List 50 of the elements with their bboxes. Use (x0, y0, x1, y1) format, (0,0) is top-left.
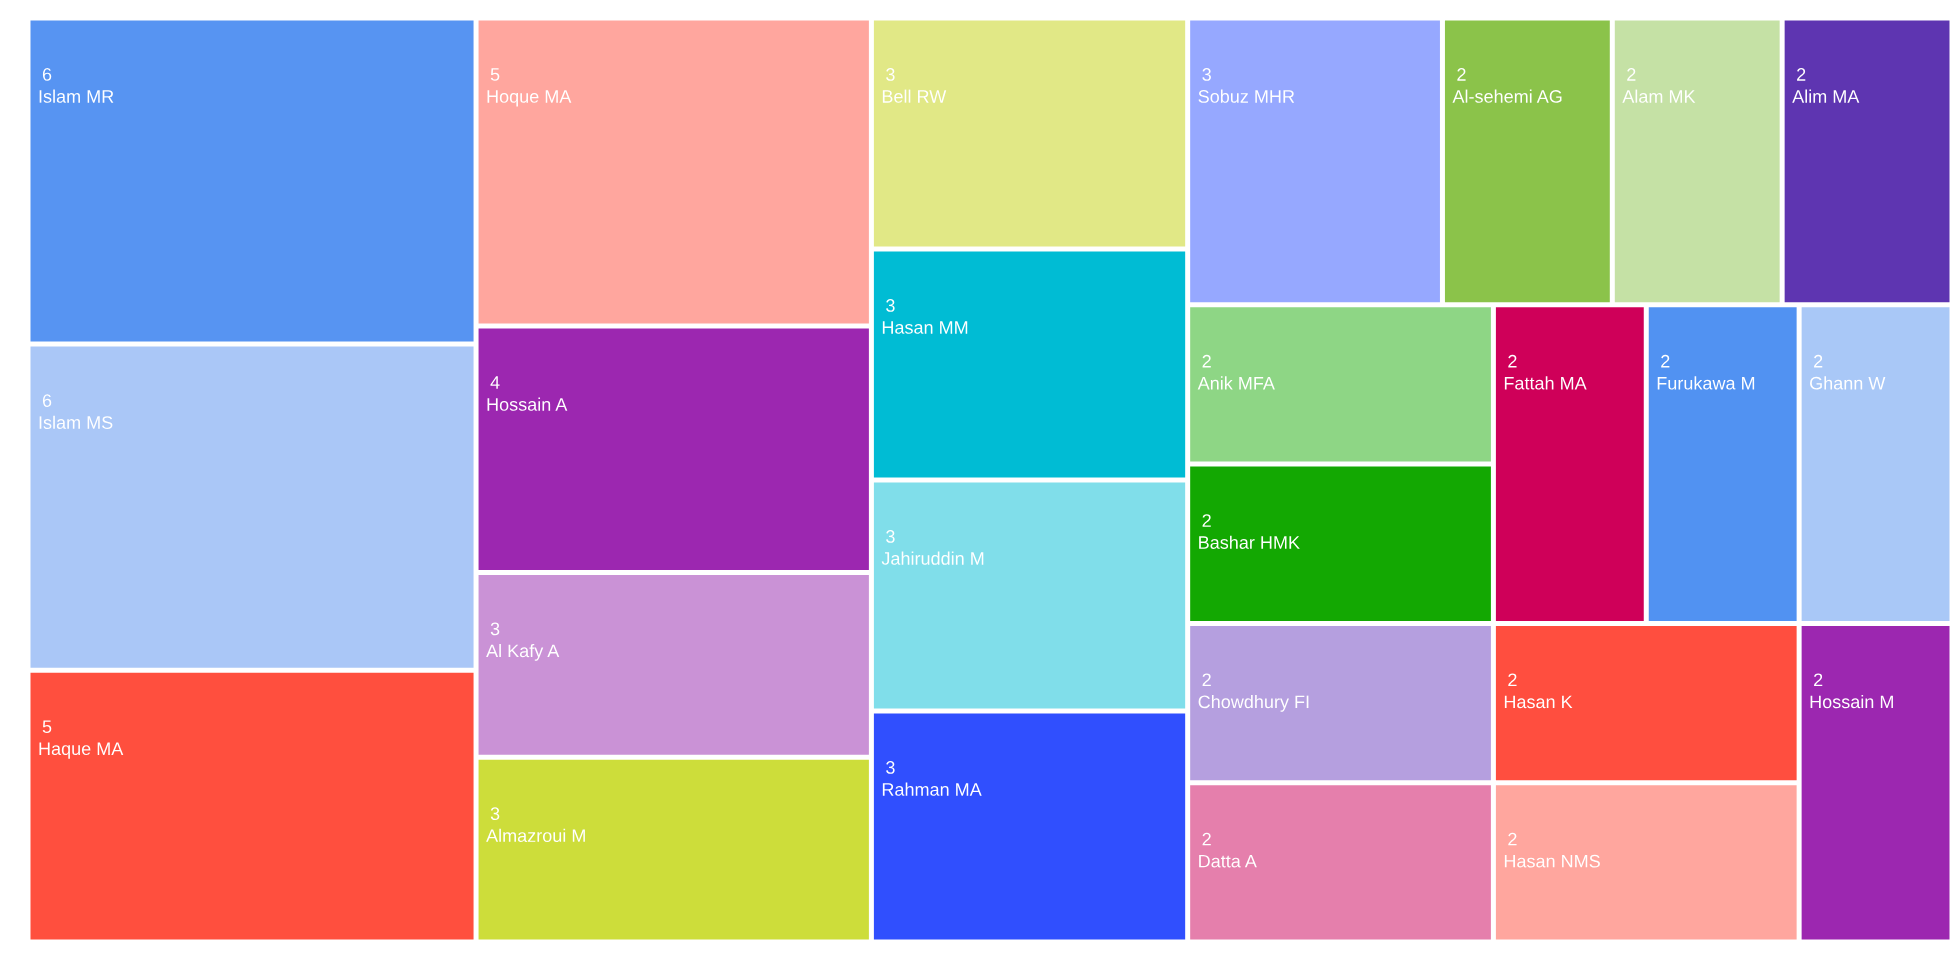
category-label: Bell RW (882, 89, 947, 103)
data-label: 6 (42, 68, 52, 81)
category-label: Hasan K (1504, 695, 1573, 709)
data-label: 2 (1202, 514, 1211, 527)
data-label: 3 (886, 530, 895, 543)
category-label: Rahman MA (882, 782, 982, 796)
data-label: 5 (490, 68, 500, 81)
data-label: 2 (1202, 354, 1211, 368)
category-label: Al-sehemi AG (1452, 89, 1562, 103)
category-label: Hossain M (1810, 694, 1893, 709)
category-label: Islam MR (39, 89, 114, 103)
category-label: Hasan MM (882, 321, 968, 334)
data-label: 2 (1814, 354, 1823, 368)
data-label: 3 (886, 761, 895, 774)
category-label: Alim MA (1792, 89, 1860, 103)
data-label: 2 (1457, 68, 1466, 81)
data-label: 3 (1202, 68, 1211, 81)
category-label: Fattah MA (1504, 376, 1587, 390)
category-label: Chowdhury FI (1198, 694, 1309, 712)
data-label: 3 (886, 299, 895, 312)
data-label: 2 (1661, 354, 1670, 368)
category-label: Furukawa M (1657, 376, 1755, 390)
data-label: 2 (1797, 68, 1806, 81)
category-label: Jahiruddin M (881, 551, 984, 565)
category-label: Haque MA (39, 742, 124, 759)
data-label: 3 (490, 807, 500, 821)
data-label: 2 (1202, 832, 1211, 846)
data-label: 2 (1508, 673, 1517, 687)
category-label: Anik MFA (1197, 376, 1275, 390)
data-label: 2 (1508, 832, 1517, 846)
category-label: Almazroui M (486, 828, 585, 843)
category-label: Datta A (1199, 854, 1257, 868)
data-label: 2 (1508, 354, 1517, 368)
data-label: 6 (42, 394, 52, 407)
category-label: Islam MS (39, 415, 113, 429)
data-label: 5 (42, 720, 52, 734)
category-label: Alam MK (1622, 89, 1696, 103)
category-label: Hoque MA (487, 90, 572, 107)
category-label: Hossain A (487, 397, 568, 411)
category-label: Al Kafy A (486, 643, 560, 661)
data-label: 4 (490, 376, 500, 389)
data-label: 3 (490, 622, 500, 636)
data-label: 2 (1627, 68, 1636, 81)
category-label: Hasan NMS (1504, 854, 1600, 868)
category-label: Ghann W (1810, 376, 1886, 390)
category-label: Sobuz MHR (1198, 89, 1295, 103)
category-label: Bashar HMK (1199, 535, 1300, 549)
data-label: 2 (1202, 673, 1211, 687)
data-label: 2 (1814, 673, 1823, 687)
data-label: 3 (886, 68, 895, 81)
